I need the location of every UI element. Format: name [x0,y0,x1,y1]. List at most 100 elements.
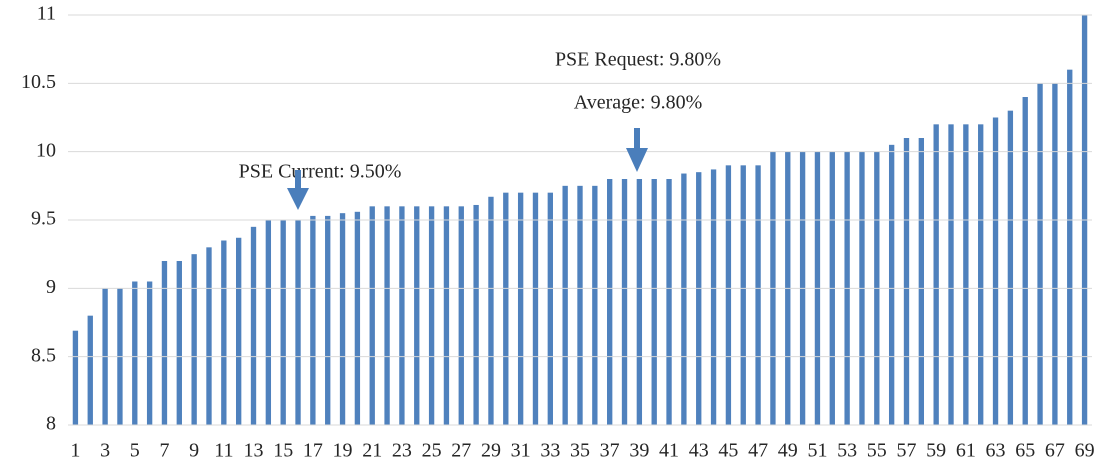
bar [488,196,494,425]
bar [354,211,361,425]
bar [325,215,331,425]
x-tick-label: 15 [273,440,293,462]
x-tick-label: 61 [956,440,976,462]
bar [992,117,999,425]
bar [918,138,925,425]
x-tick-label: 13 [244,440,264,462]
bar [176,261,182,425]
bar [235,237,242,425]
x-tick-label: 53 [837,440,857,462]
x-tick-label: 1 [70,440,80,462]
x-tick-label: 65 [1015,440,1035,462]
bar [577,185,583,425]
bar [517,192,524,425]
bar [636,179,643,425]
bar [948,124,954,425]
arrow [287,170,309,210]
x-tick-label: 67 [1045,440,1065,462]
x-tick-label: 29 [481,440,501,462]
x-tick-label: 57 [896,440,916,462]
bar [681,173,687,425]
bar [399,206,405,425]
bar [428,206,435,425]
x-tick-label: 9 [189,440,199,462]
y-tick-label: 9 [46,276,56,298]
x-tick-label: 21 [362,440,382,462]
x-tick-label: 35 [570,440,590,462]
x-tick-label: 37 [600,440,620,462]
bar [458,206,464,425]
x-tick-label: 49 [778,440,798,462]
bar [503,192,509,425]
bar [1007,110,1014,426]
bar [250,226,257,425]
x-tick-label: 7 [159,440,169,462]
bar [191,254,197,425]
arrow [626,128,648,172]
x-tick-label: 17 [303,440,323,462]
bar [280,220,286,425]
x-tick-label: 25 [422,440,442,462]
x-tick-label: 33 [540,440,560,462]
bar [1052,83,1058,425]
x-tick-label: 27 [451,440,471,462]
annotation: PSE Request: 9.80% [555,49,721,71]
x-tick-label: 39 [629,440,649,462]
x-tick-label: 47 [748,440,768,462]
bar [651,179,657,425]
y-tick-label: 10.5 [21,71,56,93]
bar [532,192,539,425]
x-tick-label: 59 [926,440,946,462]
x-tick-label: 3 [100,440,110,462]
y-tick-label: 11 [37,3,56,25]
bar [696,172,702,425]
bar [146,281,153,425]
bar [161,261,168,425]
x-tick-label: 45 [718,440,738,462]
bar [607,179,613,425]
bar [1037,83,1043,425]
bar [621,179,628,425]
bar [888,144,895,426]
y-tick-label: 8 [46,413,56,435]
bar [414,206,420,425]
x-tick-label: 23 [392,440,412,462]
x-tick-label: 55 [867,440,887,462]
x-tick-label: 5 [130,440,140,462]
bar [666,179,672,425]
x-tick-label: 19 [333,440,353,462]
bar [72,330,79,425]
x-tick-label: 51 [807,440,827,462]
annotation: PSE Current: 9.50% [239,161,402,183]
bar [725,165,732,426]
bar [384,206,390,425]
bar [592,185,598,425]
bar [132,281,138,425]
y-tick-label: 9.5 [31,208,56,230]
bar [755,165,761,426]
bar [339,213,346,425]
bar [1022,97,1028,425]
bar [310,215,316,425]
bar [933,124,939,425]
x-tick-label: 63 [986,440,1006,462]
bar [206,247,212,425]
bar [963,124,969,425]
bar [295,220,301,425]
bar [710,169,717,425]
x-tick-label: 69 [1075,440,1095,462]
bar [903,138,910,425]
bar [547,192,553,425]
bar [740,165,746,426]
bar [562,185,568,425]
bar [369,206,375,425]
annotation: Average: 9.80% [574,92,702,114]
y-tick-label: 8.5 [31,344,56,366]
bar [443,206,450,425]
bar [978,124,984,425]
bar [473,204,479,425]
bar [265,220,272,425]
x-tick-label: 41 [659,440,679,462]
